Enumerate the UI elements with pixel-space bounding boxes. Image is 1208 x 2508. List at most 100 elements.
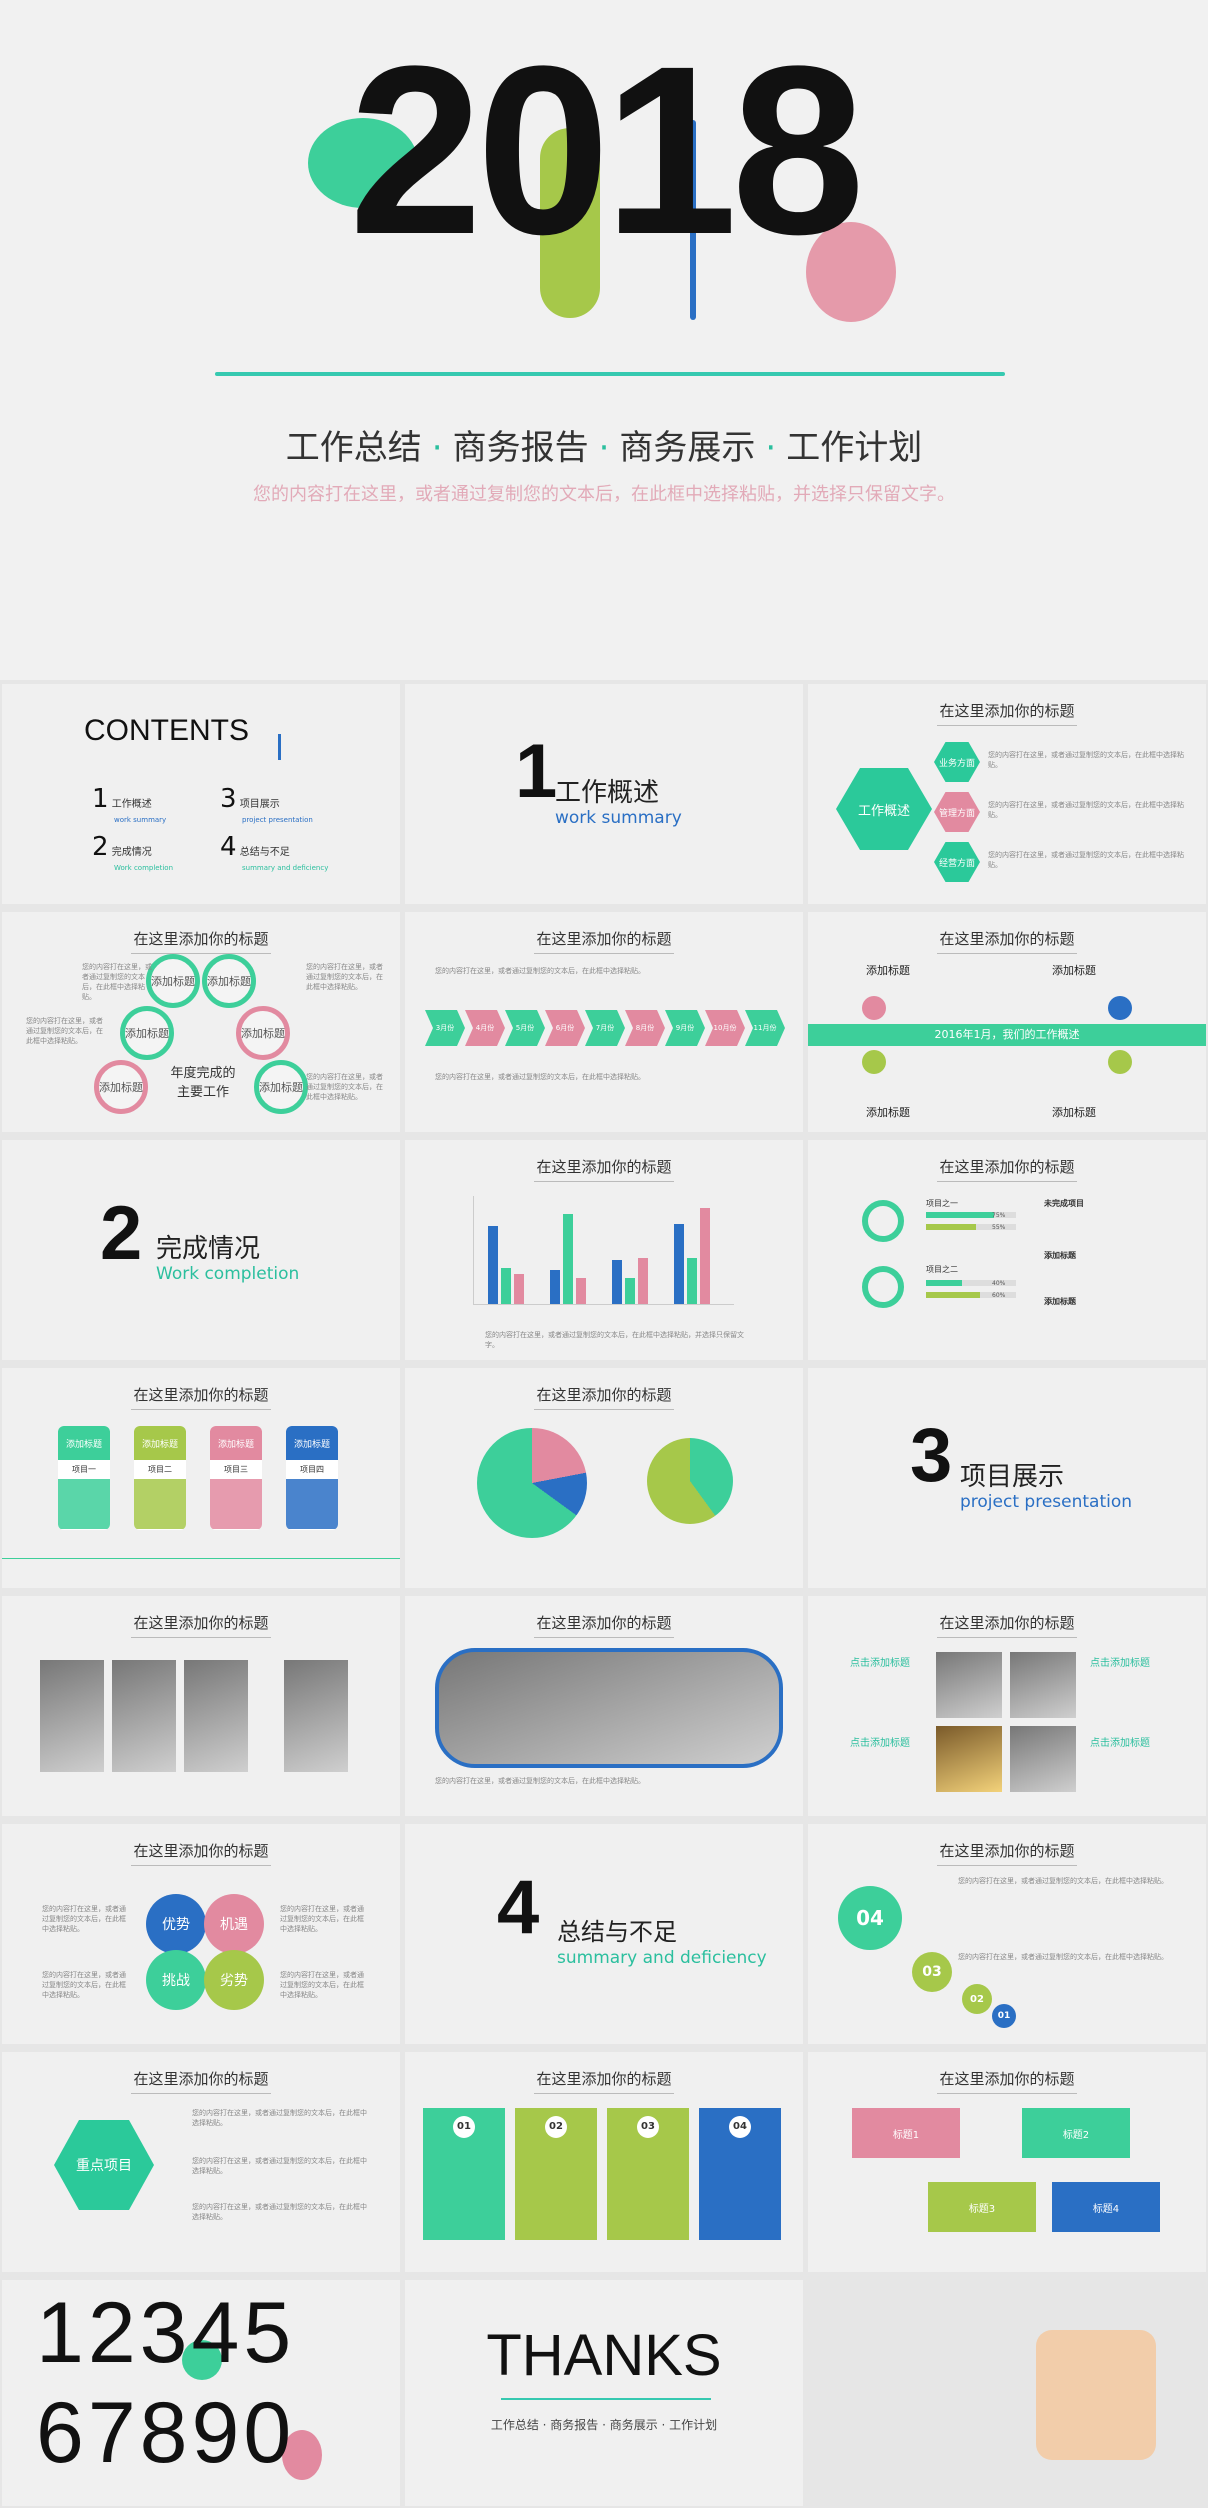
slide-section-2[interactable]: 2 完成情况 Work completion — [2, 1140, 400, 1360]
slide-numbered[interactable]: 在这里添加你的标题 04 03 02 01 您的内容打在这里，或者通过复制您的文… — [808, 1824, 1206, 2044]
photo-b — [1010, 1652, 1076, 1718]
col-3: 03 — [607, 2108, 689, 2240]
progress-2 — [926, 1224, 1016, 1230]
bar — [550, 1270, 560, 1304]
pink-scribble — [806, 222, 896, 322]
cover-tagline: 您的内容打在这里，或者通过复制您的文本后，在此框中选择粘贴，并选择只保留文字。 — [253, 484, 955, 505]
slide-wide-photo[interactable]: 在这里添加你的标题 您的内容打在这里，或者通过复制您的文本后，在此框中选择粘贴。 — [405, 1596, 803, 1816]
photo-2 — [112, 1660, 176, 1772]
project-card: 添加标题 项目四 — [286, 1426, 338, 1530]
slide-photos[interactable]: 在这里添加你的标题 — [2, 1596, 400, 1816]
slide-bar-chart[interactable]: 在这里添加你的标题 您的内容打在这里，或者通过复制您的文本后，在此框中选择粘贴，… — [405, 1140, 803, 1360]
hex-main: 工作概述 — [836, 768, 932, 850]
slide-title: 在这里添加你的标题 — [808, 2068, 1206, 2094]
swot-threat: 挑战 — [146, 1950, 206, 2010]
bar-chart — [473, 1196, 734, 1305]
project-card: 添加标题 项目二 — [134, 1426, 186, 1530]
slide-contents[interactable]: CONTENTS 1 工作概述 work summary 2 完成情况 Work c… — [2, 684, 400, 904]
contents-item-2: 2 完成情况 Work completion — [92, 832, 174, 872]
card-label: 项目四 — [300, 1465, 324, 1474]
slide-cards[interactable]: 在这里添加你的标题 添加标题 项目一 添加标题 项目二 添加标题 项目三 添加标题 项目四 — [2, 1368, 400, 1588]
card-label: 项目三 — [224, 1465, 248, 1474]
num-04: 04 — [838, 1886, 902, 1950]
section-number: 2 — [100, 1191, 143, 1276]
slide-four-cols[interactable]: 在这里添加你的标题 01 02 03 04 — [405, 2052, 803, 2272]
tools-icon — [1108, 1050, 1132, 1074]
section-subtitle: summary and deficiency — [557, 1948, 767, 1968]
slide-arrows[interactable]: 在这里添加你的标题 3月份 4月份 5月份 6月份 7月份 8月份 9月份 10月份 11月份 … — [405, 912, 803, 1132]
project-cards: 添加标题 项目一 添加标题 项目二 添加标题 项目三 添加标题 项目四 — [58, 1426, 358, 1534]
search-icon — [1108, 996, 1132, 1020]
slide-title: 在这里添加你的标题 — [2, 928, 400, 954]
bar-caption: 您的内容打在这里，或者通过复制您的文本后，在此框中选择粘贴，并选择只保留文字。 — [485, 1331, 744, 1349]
slide-labels[interactable]: 在这里添加你的标题 标题1 标题2 标题3 标题4 — [808, 2052, 1206, 2272]
slide-rings[interactable]: 在这里添加你的标题 添加标题 添加标题 添加标题 添加标题 添加标题 添加标题 … — [2, 912, 400, 1132]
slide-title: 在这里添加你的标题 — [405, 1156, 803, 1182]
bar — [488, 1226, 498, 1304]
timeline-label-2: 添加标题 — [1052, 964, 1096, 977]
magnifier-icon-1 — [862, 1200, 904, 1242]
slide-photo-text[interactable]: 在这里添加你的标题 点击添加标题 点击添加标题 点击添加标题 点击添加标题 — [808, 1596, 1206, 1816]
month-arrow: 10月份 — [705, 1010, 745, 1046]
room-photo — [435, 1648, 783, 1768]
photo-label-4: 点击添加标题 — [1090, 1738, 1150, 1749]
slide-title: 在这里添加你的标题 — [405, 1612, 803, 1638]
card-body — [58, 1479, 110, 1529]
swot-strength: 优势 — [146, 1894, 206, 1954]
photo-d — [1010, 1726, 1076, 1792]
slide-section-3[interactable]: 3 项目展示 project presentation — [808, 1368, 1206, 1588]
cover-divider — [215, 372, 1005, 376]
slide-title: 在这里添加你的标题 — [2, 1612, 400, 1638]
slide-section-4[interactable]: 4 总结与不足 summary and deficiency — [405, 1824, 803, 2044]
progress-3-pct: 40% — [992, 1280, 1006, 1287]
side-title-2: 添加标题 — [1044, 1251, 1076, 1260]
slide-title: 在这里添加你的标题 — [2, 2068, 400, 2094]
month-arrow: 3月份 — [425, 1010, 465, 1046]
bar — [674, 1224, 684, 1304]
card-label: 项目一 — [72, 1465, 96, 1474]
section-number: 1 — [515, 729, 558, 814]
slide-digits[interactable]: 12345 67890 — [2, 2280, 400, 2506]
slide-hex[interactable]: 在这里添加你的标题 工作概述 业务方面 管理方面 经营方面 您的内容打在这里，或… — [808, 684, 1206, 904]
ring-4: 添加标题 — [236, 1006, 290, 1060]
contents-item-4: 4 总结与不足 summary and deficiency — [220, 832, 329, 872]
card-body — [286, 1479, 338, 1529]
lime-scribble — [540, 128, 600, 318]
label-4: 标题4 — [1052, 2182, 1160, 2232]
slide-magnifier[interactable]: 在这里添加你的标题 项目之一 项目之二 75% 55% 40% 60% 未完成项… — [808, 1140, 1206, 1360]
bar — [501, 1268, 511, 1304]
ring-2: 添加标题 — [202, 954, 256, 1008]
slide-timeline[interactable]: 在这里添加你的标题 添加标题 添加标题 2016年1月，我们的工作概述 添加标题… — [808, 912, 1206, 1132]
hex-key: 重点项目 — [54, 2120, 154, 2210]
progress-2-pct: 55% — [992, 1224, 1006, 1231]
pie-chart-1 — [477, 1428, 587, 1538]
card-head: 添加标题 — [286, 1426, 338, 1460]
swot-opportunity: 机遇 — [204, 1894, 264, 1954]
hex-item-2: 管理方面 — [934, 792, 980, 832]
label-2: 标题2 — [1022, 2108, 1130, 2158]
swot-weakness: 劣势 — [204, 1950, 264, 2010]
side-title-3: 添加标题 — [1044, 1297, 1076, 1306]
digits-row-1: 12345 — [36, 2285, 296, 2381]
slide-thanks[interactable]: THANKS 工作总结 · 商务报告 · 商务展示 · 工作计划 — [405, 2280, 803, 2506]
item-2-label: 项目之二 — [926, 1265, 958, 1274]
num-03: 03 — [912, 1952, 952, 1992]
photo-3 — [184, 1660, 248, 1772]
photo-4 — [284, 1660, 348, 1772]
contents-item-3: 3 项目展示 project presentation — [220, 784, 313, 824]
progress-1 — [926, 1212, 1016, 1218]
slide-key-project[interactable]: 在这里添加你的标题 重点项目 您的内容打在这里，或者通过复制您的文本后，在此框中… — [2, 2052, 400, 2272]
card-head: 添加标题 — [210, 1426, 262, 1460]
pie-chart-2 — [647, 1438, 733, 1524]
project-card: 添加标题 项目三 — [210, 1426, 262, 1530]
bar — [576, 1278, 586, 1304]
hex-item-1: 业务方面 — [934, 742, 980, 782]
slide-title: 在这里添加你的标题 — [405, 928, 803, 954]
col-4: 04 — [699, 2108, 781, 2240]
slide-title: 在这里添加你的标题 — [405, 1384, 803, 1410]
slide-swot[interactable]: 在这里添加你的标题 优势 机遇 挑战 劣势 您的内容打在这里，或者通过复制您的文… — [2, 1824, 400, 2044]
slide-section-1[interactable]: 1 工作概述 work summary — [405, 684, 803, 904]
bar — [625, 1278, 635, 1304]
slide-pie[interactable]: 在这里添加你的标题 — [405, 1368, 803, 1588]
card-head: 添加标题 — [134, 1426, 186, 1460]
